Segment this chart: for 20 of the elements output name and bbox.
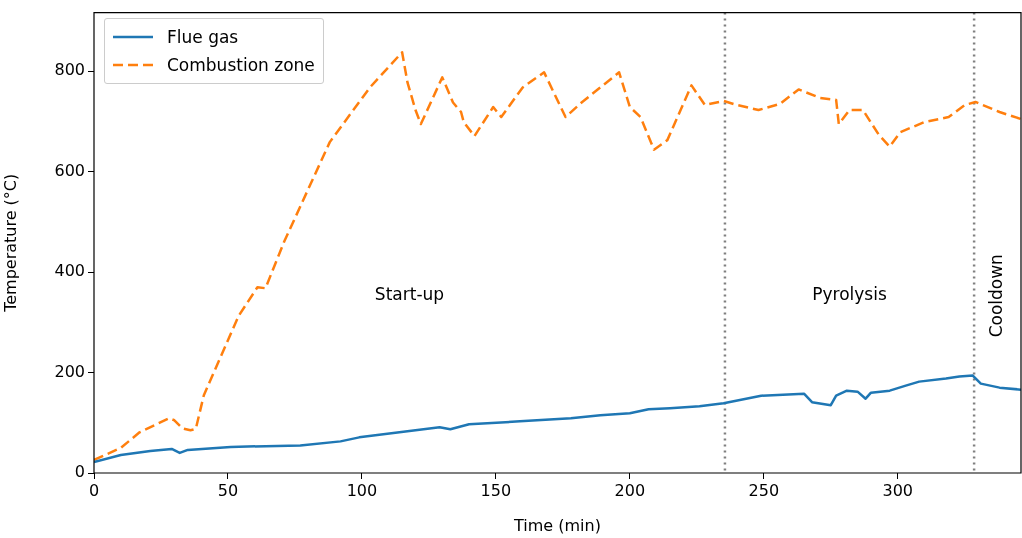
y-tick-label: 400 <box>54 261 85 281</box>
annotation: Pyrolysis <box>812 284 887 305</box>
x-tick-label: 0 <box>88 480 100 500</box>
x-tick-label: 300 <box>882 480 914 500</box>
annotation: Cooldown <box>985 254 1006 338</box>
x-tick-label: 200 <box>614 480 646 500</box>
x-tick-label: 250 <box>748 480 780 500</box>
legend-label: Flue gas <box>167 27 239 47</box>
x-tick-label: 100 <box>346 480 378 500</box>
annotation: Start-up <box>374 284 445 305</box>
legend-label: Combustion zone <box>167 55 315 75</box>
y-axis-title: Temperature (°C) <box>0 173 20 313</box>
line-series <box>94 51 1021 462</box>
x-axis-title: Time (min) <box>513 515 601 535</box>
y-tick-label: 600 <box>54 160 85 180</box>
y-tick-label: 200 <box>54 361 85 381</box>
y-tick-label: 800 <box>54 60 85 80</box>
x-tick-label: 50 <box>217 480 239 500</box>
y-tick-label: 0 <box>74 462 85 482</box>
x-tick-label: 150 <box>480 480 512 500</box>
